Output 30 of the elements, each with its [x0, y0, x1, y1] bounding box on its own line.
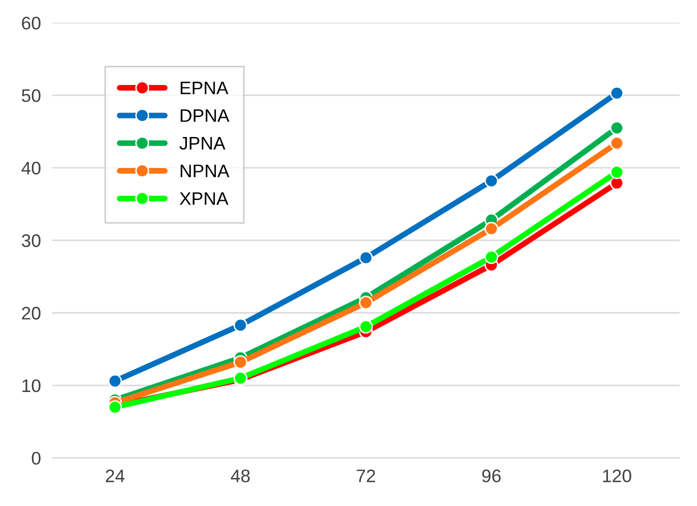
y-tick-label: 50 [22, 89, 40, 102]
point [484, 250, 498, 264]
point [358, 296, 373, 310]
legend-label: NPNA [180, 164, 230, 178]
point [484, 222, 498, 236]
point [234, 355, 248, 370]
point [108, 374, 122, 388]
point [610, 136, 624, 150]
x-tick-label: 96 [482, 470, 501, 482]
x-tick-label: 72 [356, 470, 376, 482]
point [610, 120, 624, 135]
point [358, 250, 373, 265]
y-tick-label: 60 [22, 16, 40, 30]
legend-label: DPNA [180, 109, 230, 122]
y-tick-label: 30 [22, 234, 40, 248]
legend-label: JPNA [180, 137, 226, 150]
x-tick-label: 24 [106, 470, 125, 482]
point [358, 320, 373, 334]
point [610, 86, 624, 100]
y-tick-label: 20 [22, 306, 40, 320]
legend-label: XPNA [180, 192, 228, 205]
y-tick-label: 40 [21, 162, 40, 175]
y-tick-label: 10 [22, 379, 40, 392]
point [610, 165, 624, 180]
legend-label: EPNA [180, 82, 228, 94]
point [484, 174, 498, 188]
point [234, 318, 248, 332]
x-tick-label: 120 [603, 470, 632, 482]
x-tick-label: 48 [230, 470, 250, 482]
y-tick-label: 0 [32, 452, 40, 465]
